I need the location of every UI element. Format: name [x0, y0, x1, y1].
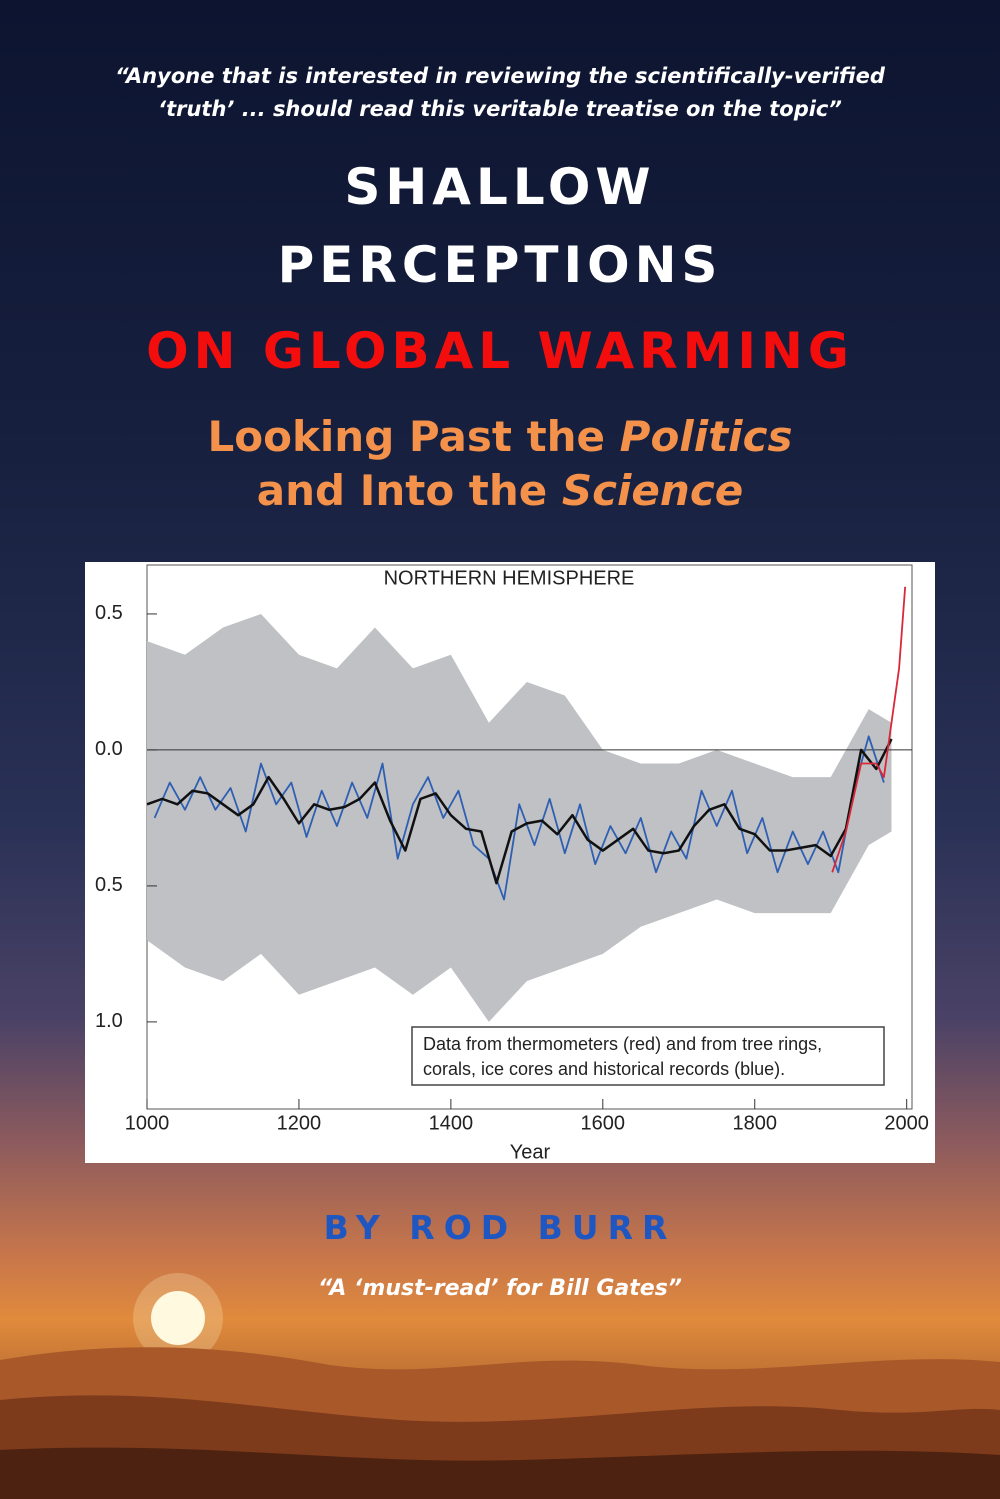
y-tick-label: 0.5 [95, 874, 123, 896]
annotation: Data from thermometers (red) and from tr… [423, 1034, 822, 1054]
sun-glow [133, 1273, 223, 1363]
subtitle-text: Looking Past the [207, 412, 620, 461]
data-line [153, 735, 885, 901]
x-tick-label: 1200 [277, 1112, 322, 1134]
x-tick-label: 1000 [125, 1112, 170, 1134]
x-axis-label: Year [510, 1141, 551, 1163]
mountain [0, 1447, 1000, 1499]
y-tick-label: 0.0 [95, 738, 123, 760]
data-line [146, 738, 893, 885]
subtitle-line: Looking Past the Politics [0, 410, 1000, 464]
y-tick-label: 1.0 [95, 1010, 123, 1032]
subtitle-emphasis: Politics [619, 412, 793, 461]
author: BY ROD BURR [323, 1208, 677, 1247]
title-line: SHALLOW [344, 158, 656, 216]
chart-title: NORTHERN HEMISPHERE [384, 567, 635, 589]
annotation-box [411, 1026, 885, 1086]
title-line: ON GLOBAL WARMING [146, 322, 854, 380]
quote: “Anyone that is interested in reviewing … [0, 60, 1000, 126]
x-tick-label: 1800 [732, 1112, 777, 1134]
subtitle: Looking Past the Politics and Into the S… [0, 410, 1000, 518]
uncertainty-band [147, 613, 892, 1022]
annotation: corals, ice cores and historical records… [423, 1059, 785, 1079]
y-tick-label: 0.5 [95, 602, 123, 624]
title-line: PERCEPTIONS [277, 236, 723, 294]
subtitle-text: and Into the [256, 466, 562, 515]
subtitle-emphasis: Science [561, 466, 744, 515]
x-tick-label: 2000 [884, 1112, 929, 1134]
quote: “A ‘must-read’ for Bill Gates” [318, 1276, 682, 1301]
x-tick-label: 1600 [581, 1112, 626, 1134]
subtitle-line: and Into the Science [0, 464, 1000, 518]
x-tick-label: 1400 [429, 1112, 474, 1134]
sun [151, 1291, 205, 1345]
quote-line: ‘truth’ ... should read this veritable t… [158, 97, 842, 121]
data-line [831, 586, 907, 873]
quote-line: “Anyone that is interested in reviewing … [115, 64, 885, 88]
chart: 0.5 0.0 0.5 1.0 1000 1200 1400 1600 1800 2000 NORT… [85, 562, 935, 1163]
